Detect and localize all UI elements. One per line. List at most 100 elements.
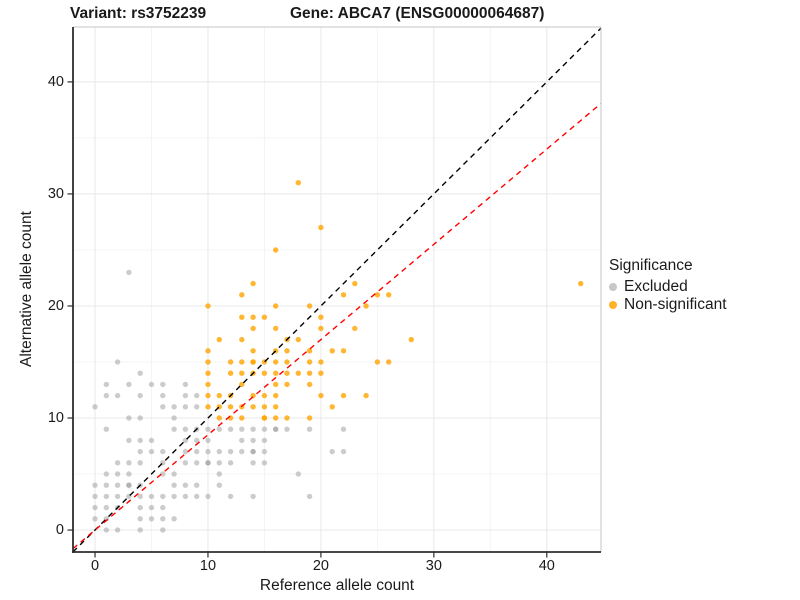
data-point-non_significant [284, 370, 290, 376]
data-point-non_significant [273, 392, 279, 399]
data-point-non_significant [261, 415, 268, 421]
data-point-non_significant [273, 325, 279, 332]
x-tick-label: 10 [199, 558, 217, 574]
data-point-excluded [92, 482, 98, 488]
data-point-excluded [194, 493, 200, 500]
data-point-excluded [92, 516, 98, 522]
data-point-excluded [126, 437, 132, 444]
data-point-excluded [137, 392, 143, 399]
data-point-excluded [171, 471, 177, 477]
data-point-non_significant [227, 359, 234, 365]
legend-item-non-significant: Non-significant [609, 296, 727, 313]
data-point-non_significant [205, 404, 211, 410]
data-point-excluded [182, 460, 189, 466]
data-point-excluded [182, 448, 189, 455]
data-point-non_significant [306, 370, 313, 376]
data-point-excluded [160, 404, 166, 410]
data-point-excluded [205, 426, 211, 432]
ratio-line [73, 102, 601, 550]
data-point-non_significant [250, 325, 256, 332]
data-point-excluded [114, 460, 121, 466]
data-point-excluded [306, 426, 313, 432]
x-tick-label: 40 [538, 558, 555, 574]
data-point-excluded [148, 516, 155, 522]
data-point-non_significant [250, 392, 256, 399]
data-point-non_significant [374, 292, 381, 298]
data-point-non_significant [250, 348, 256, 354]
data-point-non_significant [318, 392, 324, 399]
data-point-non_significant [261, 404, 268, 410]
data-point-excluded [216, 471, 222, 477]
data-point-non_significant [284, 348, 290, 354]
data-point-non_significant [306, 381, 313, 388]
data-point-non_significant [306, 359, 313, 365]
data-point-excluded [126, 471, 132, 477]
data-point-excluded [114, 359, 121, 365]
data-point-excluded [182, 493, 189, 500]
data-point-excluded [261, 426, 268, 432]
legend-title: Significance [609, 257, 693, 274]
data-point-non_significant [216, 336, 222, 343]
data-point-non_significant [250, 280, 256, 287]
data-point-non_significant [227, 404, 234, 410]
data-point-excluded [171, 482, 177, 488]
data-point-excluded [148, 504, 155, 511]
data-point-non_significant [318, 370, 324, 376]
data-point-non_significant [318, 224, 324, 231]
data-point-excluded [205, 460, 211, 466]
y-tick-label: 20 [47, 297, 64, 314]
data-point-excluded [216, 426, 222, 432]
data-point-non_significant [386, 359, 392, 365]
y-tick-label: 10 [47, 410, 64, 426]
x-tick-label: 0 [90, 558, 100, 574]
data-point-non_significant [205, 348, 211, 354]
data-point-excluded [126, 415, 132, 421]
data-point-excluded [103, 482, 110, 488]
data-point-non_significant [284, 381, 290, 388]
data-point-excluded [340, 448, 347, 455]
data-point-excluded [126, 269, 132, 276]
data-point-excluded [216, 460, 222, 466]
data-point-non_significant [239, 415, 245, 421]
data-point-non_significant [340, 392, 347, 399]
data-point-non_significant [250, 404, 256, 410]
data-point-non_significant [295, 336, 301, 343]
data-point-excluded [250, 437, 256, 444]
data-point-excluded [205, 493, 211, 500]
data-point-excluded [92, 493, 98, 500]
data-point-excluded [295, 471, 301, 477]
data-point-excluded [103, 527, 110, 533]
data-point-non_significant [261, 314, 268, 320]
data-point-excluded [171, 404, 177, 410]
data-point-excluded [148, 437, 155, 444]
data-point-excluded [261, 460, 268, 466]
data-point-non_significant [227, 370, 234, 376]
data-point-excluded [137, 415, 143, 421]
data-point-excluded [227, 493, 234, 500]
data-point-excluded [160, 516, 166, 522]
data-point-excluded [182, 426, 189, 432]
data-point-excluded [171, 516, 177, 522]
data-point-excluded [137, 504, 143, 511]
data-point-excluded [205, 437, 211, 444]
data-point-excluded [273, 426, 279, 432]
data-point-excluded [137, 370, 143, 376]
data-point-non_significant [216, 415, 222, 421]
data-point-excluded [284, 426, 290, 432]
data-point-non_significant [250, 314, 256, 320]
y-tick-label: 0 [55, 522, 64, 539]
data-point-excluded [261, 448, 268, 455]
legend-item-label: Non-significant [624, 296, 727, 313]
data-point-non_significant [239, 336, 245, 343]
data-point-non_significant [205, 370, 211, 376]
data-point-non_significant [318, 359, 324, 365]
data-point-excluded [239, 426, 245, 432]
data-point-non_significant [374, 359, 381, 365]
data-point-excluded [114, 392, 121, 399]
data-point-excluded [137, 527, 143, 533]
variant-title: Variant: rs3752239 [70, 5, 207, 22]
data-point-excluded [126, 381, 132, 388]
data-point-excluded [160, 504, 166, 511]
data-point-non_significant [239, 359, 245, 365]
